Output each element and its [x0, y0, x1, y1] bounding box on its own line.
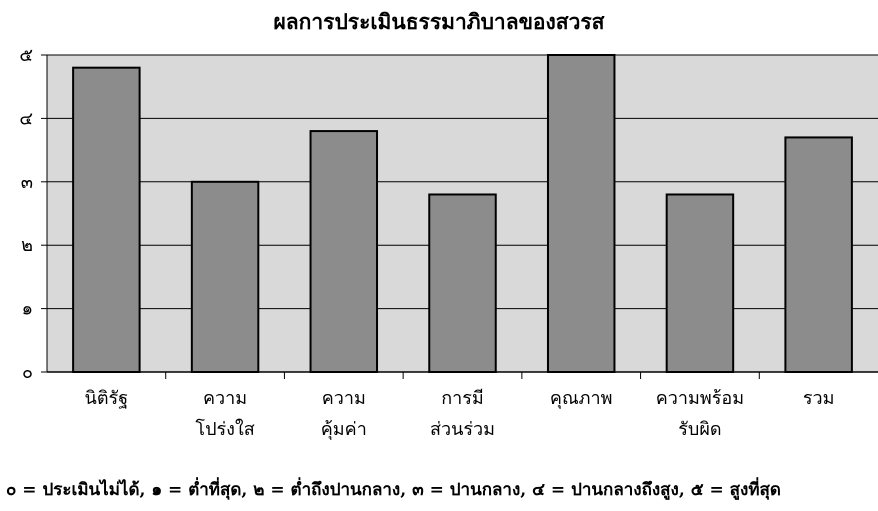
category-label-4: คุณภาพ: [550, 388, 613, 409]
bars: [72, 54, 853, 374]
category-label-1: ความโปร่งใส: [195, 388, 254, 440]
y-ticks: ๐ ๑ ๒ ๓ ๔ ๕: [19, 45, 47, 383]
category-label-5-line-1: รับผิด: [678, 419, 721, 440]
bar-4: [546, 54, 616, 373]
category-label-2: ความคุ้มค่า: [321, 388, 367, 440]
category-label-2-line-1: คุ้มค่า: [321, 419, 367, 440]
category-label-6: รวม: [803, 388, 835, 409]
chart-title: ผลการประเมินธรรมาภิบาลของสวรส: [273, 9, 605, 34]
bar-2: [309, 130, 379, 373]
y-tick-label-1: ๑: [22, 299, 33, 320]
category-label-5: ความพร้อมรับผิด: [656, 388, 744, 440]
category-label-4-line-0: คุณภาพ: [550, 388, 613, 409]
category-label-5-line-0: ความพร้อม: [656, 388, 744, 409]
x-ticks: [165, 372, 760, 379]
bar-0: [72, 66, 141, 374]
bar-3: [428, 193, 497, 373]
category-label-2-line-0: ความ: [322, 388, 366, 409]
category-label-3-line-1: ส่วนร่วม: [430, 419, 495, 440]
y-tick-label-3: ๓: [21, 172, 33, 193]
bar-6: [784, 136, 853, 373]
y-tick-label-4: ๔: [19, 108, 33, 129]
category-label-0-line-0: นิติรัฐ: [85, 388, 129, 409]
category-label-1-line-1: โปร่งใส: [195, 418, 254, 440]
category-label-1-line-0: ความ: [203, 388, 247, 409]
scale-legend-note: ๐ = ประเมินไม่ได้, ๑ = ต่ำที่สุด, ๒ = ต่…: [6, 480, 781, 500]
bar-1: [190, 180, 260, 373]
y-tick-label-2: ๒: [21, 235, 33, 256]
category-label-3-line-0: การมี: [441, 388, 484, 409]
bar-5: [665, 193, 735, 373]
category-labels: นิติรัฐ ความโปร่งใสความคุ้มค่าการมีส่วนร่…: [85, 388, 835, 440]
y-tick-label-5: ๕: [19, 45, 33, 66]
category-label-0: นิติรัฐ: [85, 388, 129, 409]
y-tick-label-0: ๐: [22, 362, 33, 383]
category-label-3: การมีส่วนร่วม: [430, 388, 495, 440]
category-label-6-line-0: รวม: [803, 388, 835, 409]
